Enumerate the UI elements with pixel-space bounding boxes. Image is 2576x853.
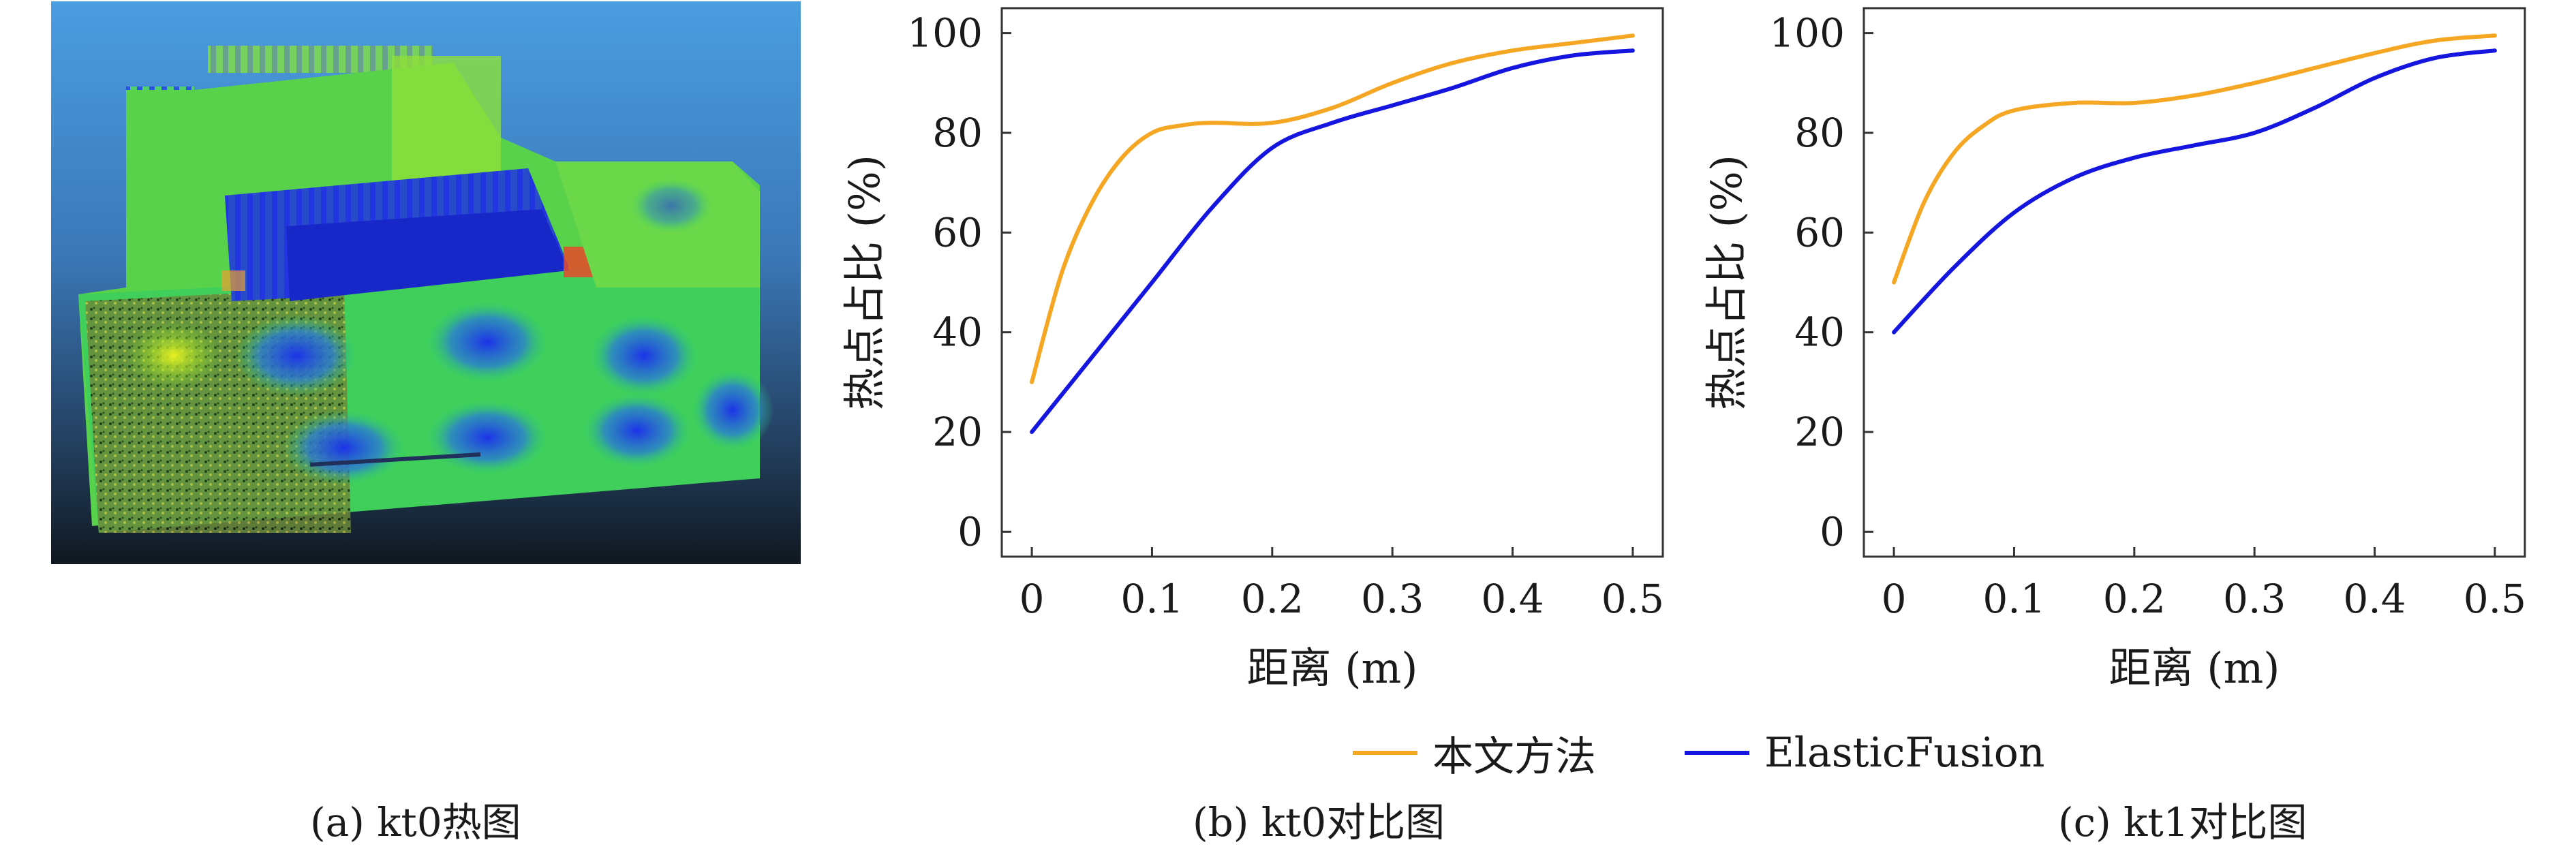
x-tick-label: 0 — [1882, 576, 1907, 622]
x-tick-label: 0.5 — [2464, 576, 2526, 622]
y-tick-label: 20 — [1794, 409, 1845, 455]
plot-frame — [1000, 7, 1664, 558]
y-tick-label: 0 — [957, 508, 983, 555]
plot-area: 0 0.1 0.2 0.3 0.4 0.5 0 20 40 60 80 100 距离 (m) 热点占比 (… — [840, 7, 1664, 693]
y-tick-label: 20 — [932, 409, 983, 455]
y-tick-label: 40 — [1794, 309, 1845, 356]
legend-item-ours: 本文方法 — [1353, 724, 1596, 783]
x-tick-label: 0.4 — [1481, 576, 1544, 622]
kt1-comparison-chart: 0 0.1 0.2 0.3 0.4 0.5 0 20 40 60 80 100 距离 (m) 热点占比 (… — [1702, 7, 2526, 693]
y-tick-label: 100 — [1769, 10, 1845, 57]
y-tick-label: 40 — [932, 309, 983, 356]
series-line-ours — [1892, 33, 2497, 285]
legend-swatch-elasticfusion — [1685, 751, 1749, 755]
series-line-elasticfusion — [1030, 48, 1635, 434]
x-tick-label: 0.3 — [1361, 576, 1424, 622]
x-tick-label: 0.2 — [1241, 576, 1304, 622]
legend-label-elasticfusion: ElasticFusion — [1764, 729, 2045, 777]
caption-a: (a) kt0热图 — [310, 799, 521, 846]
caption-c: (c) kt1对比图 — [2058, 799, 2307, 846]
x-tick-label: 0 — [1019, 576, 1045, 622]
series-line-ours — [1030, 33, 1635, 384]
x-tick-label: 0.2 — [2103, 576, 2166, 622]
legend-label-ours: 本文方法 — [1432, 732, 1596, 781]
x-axis-label: 距离 (m) — [1247, 643, 1418, 693]
y-axis-label: 热点占比 (%) — [1702, 155, 1751, 410]
y-tick-label: 80 — [932, 110, 983, 156]
legend-swatch-ours — [1353, 751, 1417, 755]
legend-item-elasticfusion: ElasticFusion — [1685, 729, 2044, 777]
kt0-heatmap-image — [51, 1, 801, 564]
y-tick-label: 60 — [932, 209, 983, 255]
caption-b: (b) kt0对比图 — [1193, 799, 1445, 846]
x-tick-label: 0.3 — [2223, 576, 2286, 622]
x-tick-label: 0.4 — [2343, 576, 2406, 622]
legend: 本文方法 ElasticFusion — [1353, 722, 2133, 784]
y-tick-label: 0 — [1820, 508, 1845, 555]
plot-frame — [1862, 7, 2526, 558]
kt0-comparison-chart: 0 0.1 0.2 0.3 0.4 0.5 0 20 40 60 80 100 距离 (m) 热点占比 (… — [840, 7, 1664, 693]
series-line-elasticfusion — [1892, 48, 2497, 335]
x-tick-label: 0.5 — [1601, 576, 1664, 622]
y-axis-label: 热点占比 (%) — [840, 155, 889, 410]
y-tick-label: 100 — [907, 10, 983, 57]
x-axis-label: 距离 (m) — [2109, 643, 2280, 693]
x-tick-label: 0.1 — [1120, 576, 1183, 622]
y-tick-label: 80 — [1794, 110, 1845, 156]
x-tick-label: 0.1 — [1982, 576, 2045, 622]
plot-area: 0 0.1 0.2 0.3 0.4 0.5 0 20 40 60 80 100 距离 (m) 热点占比 (… — [1702, 7, 2526, 693]
y-tick-label: 60 — [1794, 209, 1845, 255]
